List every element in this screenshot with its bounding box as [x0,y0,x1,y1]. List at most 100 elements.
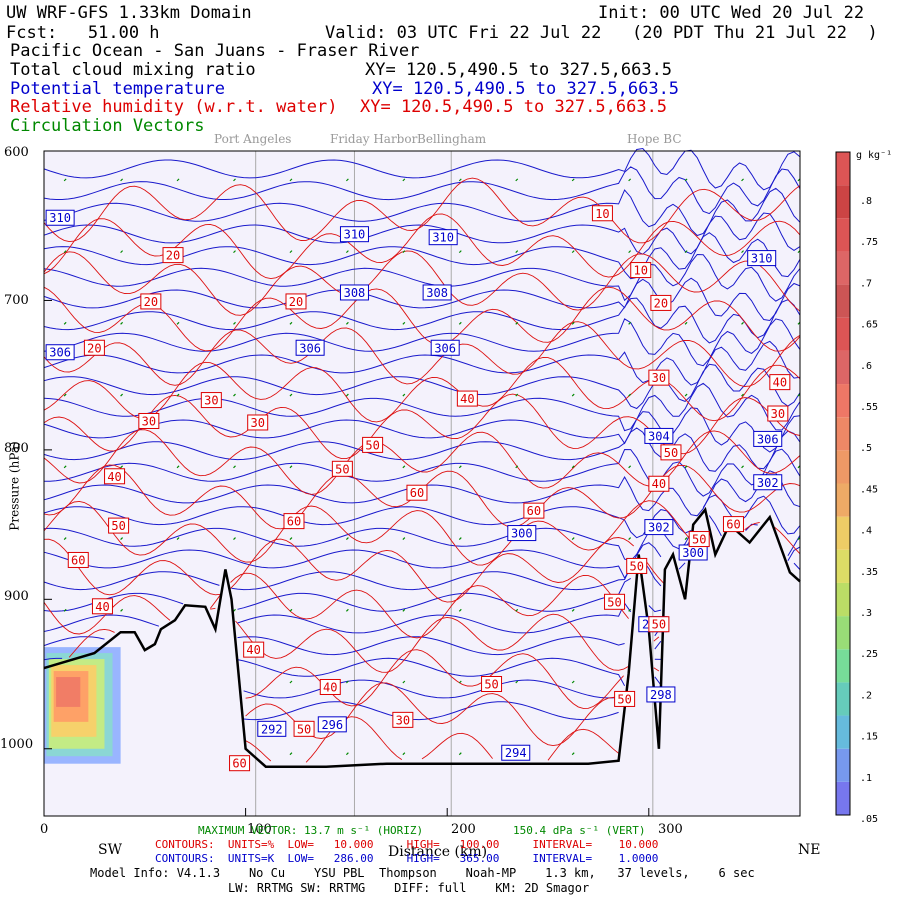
circulation-vector [289,178,293,182]
theta-label-box [295,339,325,356]
theta-label-text: 304 [648,429,670,443]
theta-isoline [43,559,801,591]
circulation-vector [402,680,406,684]
circulation-vector [345,537,349,540]
theta-label-text: 306 [49,346,71,360]
rh-label: 20 [140,293,162,310]
rh-label: 40 [91,598,113,615]
rh-label-box [591,205,613,222]
circulation-vector [571,465,575,469]
rh-label-text: 20 [289,295,303,309]
rh-label-box [456,390,478,407]
rh-label-text: 60 [287,515,301,529]
theta-isoline [43,166,801,215]
theta-label: 310 [45,209,75,226]
rh-label: 50 [108,517,130,534]
theta-contour-info: CONTOURS: UNITS=K LOW= 286.00 HIGH= 365.… [155,852,659,865]
circulation-vector [63,465,67,469]
theta-label: 310 [339,226,369,243]
theta-label-text: 294 [505,746,527,760]
circulation-vector [515,250,519,254]
direction-sw: SW [98,842,122,858]
circulation-vector [176,537,180,540]
rh-label-text: 50 [629,559,643,573]
rh-label-text: 40 [246,643,260,657]
circulation-vector [120,321,124,325]
rh-label-box [140,293,162,310]
rh-label: 50 [614,690,636,707]
colorbar-label: .6 [860,361,872,372]
theta-isoline [43,187,801,237]
rh-label-text: 50 [692,533,706,547]
theta-label-box [422,284,452,301]
circulation-vector [571,608,575,612]
rh-label: 20 [650,294,672,311]
circulation-vector [345,608,349,612]
xy-rh: XY= 120.5,490.5 to 327.5,663.5 [360,97,668,117]
circulation-vector [402,178,406,182]
circulation-vector [289,321,293,325]
rh-label: 40 [104,468,126,485]
theta-label-text: 292 [261,722,283,736]
colorbar-segment [836,284,850,318]
theta-label: 302 [753,474,783,491]
circulation-vector [458,250,462,254]
x-tick-0: 0 [40,822,49,837]
circulation-vector [402,393,406,397]
rh-label: 30 [648,369,670,386]
circulation-vector [458,680,462,684]
rh-label-box [481,675,503,692]
theta-isoline [43,407,801,453]
circulation-vector [120,608,124,612]
theta-label-box [45,344,75,361]
circulation-vector [458,321,462,325]
circulation-vector [741,250,744,254]
circulation-vector [515,393,519,397]
rh-label-box [293,720,315,737]
colorbar-segment [836,350,850,385]
theta-label: 296 [317,716,347,733]
theta-label-box [646,686,676,703]
y-tick-800: 800 [4,441,29,456]
circulation-vector [120,537,124,540]
terrain-line [43,506,801,768]
circulation-vector [684,321,688,325]
theta-label-box [644,427,674,444]
rh-label: 50 [688,531,710,548]
theta-isoline [43,147,801,191]
max-vector-vert: 150.4 dPa s⁻¹ (VERT) [513,824,646,837]
circulation-vector [63,537,67,540]
colorbar-label: .25 [860,649,878,660]
theta-isoline [44,448,801,497]
rh-label-text: 10 [634,264,648,278]
rh-isoline [245,649,660,709]
rh-label: 50 [604,593,626,610]
circulation-vector [684,537,688,540]
circulation-vector [628,608,632,612]
rh-label: 60 [523,502,545,519]
rh-label-text: 20 [144,295,158,309]
y-tick-700: 700 [4,293,29,308]
theta-label-box [501,744,531,761]
colorbar-segment [836,384,850,418]
colorbar-segment [836,450,850,484]
circulation-vector [176,465,180,469]
theta-label-box [753,474,783,491]
theta-label: 310 [428,229,458,246]
circulation-vector [741,465,744,469]
theta-isoline [243,701,619,721]
rh-label: 40 [243,641,265,658]
field-theta: Potential temperature [10,79,225,99]
rh-label: 50 [660,444,682,461]
circulation-vector [402,537,406,540]
x-tick-100: 100 [247,822,272,837]
x-tick-300: 300 [658,822,683,837]
theta-isoline [43,340,801,386]
model-info: Model Info: V4.1.3 No Cu YSU PBL Thompso… [90,866,755,880]
rh-label-text: 40 [95,600,109,614]
colorbar-segment [836,516,850,550]
model-info-physics: LW: RRTMG SW: RRTMG DIFF: full KM: 2D Sm… [228,881,590,895]
rh-label-box [769,374,791,391]
rh-label: 40 [319,678,341,695]
